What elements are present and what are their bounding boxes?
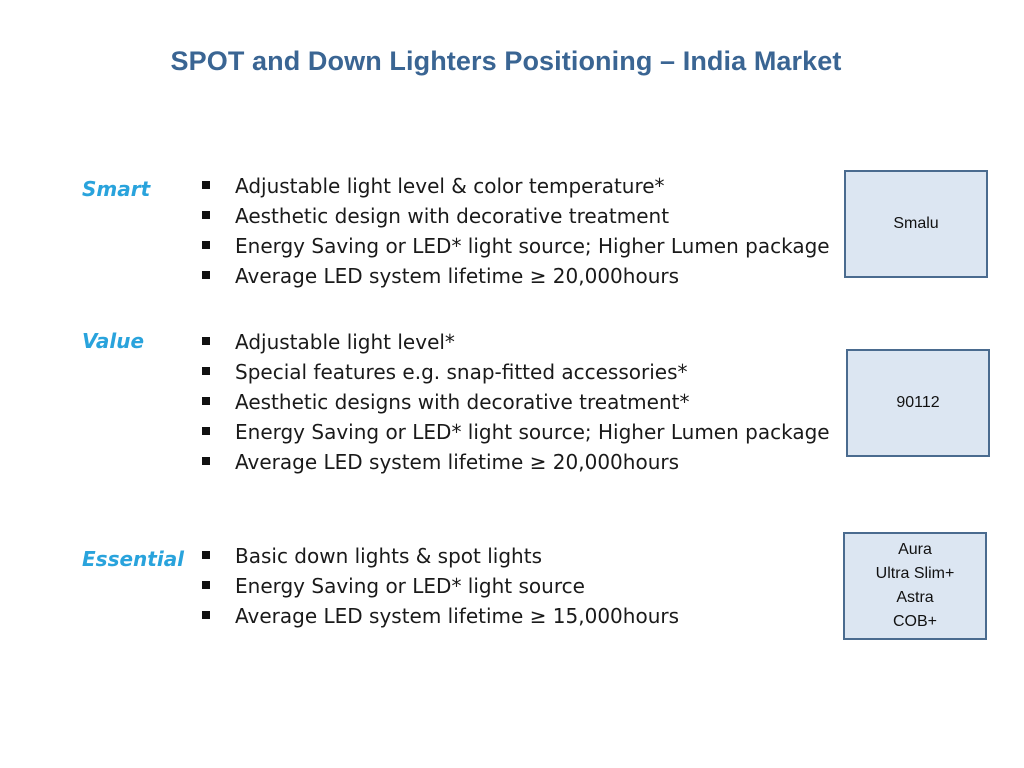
slide-title: SPOT and Down Lighters Positioning – Ind… — [170, 46, 842, 76]
tier-label-smart: Smart — [82, 177, 151, 201]
product-name: Astra — [896, 589, 934, 606]
product-name: Ultra Slim+ — [875, 565, 955, 582]
bullet-square-icon — [202, 271, 210, 279]
product-box-smart: Smalu — [844, 170, 988, 278]
list-item: Energy Saving or LED* light source; High… — [202, 417, 830, 447]
bullet-square-icon — [202, 611, 210, 619]
tier-label-essential: Essential — [82, 547, 185, 571]
list-item: Aesthetic designs with decorative treatm… — [202, 387, 830, 417]
product-name: Aura — [898, 541, 932, 558]
list-item: Adjustable light level & color temperatu… — [202, 171, 830, 201]
product-box-value: 90112 — [846, 349, 990, 457]
bullet-text: Aesthetic designs with decorative treatm… — [235, 390, 690, 414]
list-item: Aesthetic design with decorative treatme… — [202, 201, 830, 231]
list-item: Energy Saving or LED* light source — [202, 571, 679, 601]
bullet-text: Energy Saving or LED* light source — [235, 574, 585, 598]
bullet-square-icon — [202, 457, 210, 465]
bullet-square-icon — [202, 181, 210, 189]
bullet-text: Energy Saving or LED* light source; High… — [235, 234, 830, 258]
list-item: Adjustable light level* — [202, 327, 830, 357]
bullet-square-icon — [202, 367, 210, 375]
list-item: Energy Saving or LED* light source; High… — [202, 231, 830, 261]
bullet-square-icon — [202, 211, 210, 219]
list-item: Basic down lights & spot lights — [202, 541, 679, 571]
essential-feature-list: Basic down lights & spot lights Energy S… — [202, 541, 679, 631]
bullet-text: Energy Saving or LED* light source; High… — [235, 420, 830, 444]
value-feature-list: Adjustable light level* Special features… — [202, 327, 830, 477]
product-name: COB+ — [892, 613, 937, 630]
list-item: Average LED system lifetime ≥ 15,000hour… — [202, 601, 679, 631]
smart-feature-list: Adjustable light level & color temperatu… — [202, 171, 830, 291]
bullet-text: Average LED system lifetime ≥ 15,000hour… — [235, 604, 680, 628]
bullet-text: Average LED system lifetime ≥ 20,000hour… — [235, 264, 680, 288]
bullet-square-icon — [202, 241, 210, 249]
bullet-text: Basic down lights & spot lights — [235, 544, 542, 568]
product-box-essential: Aura Ultra Slim+ Astra COB+ — [843, 532, 987, 640]
tier-label-value: Value — [82, 329, 145, 353]
bullet-text: Adjustable light level & color temperatu… — [235, 174, 665, 198]
product-name: Smalu — [893, 215, 939, 232]
product-name: 90112 — [896, 394, 940, 411]
bullet-square-icon — [202, 551, 210, 559]
list-item: Average LED system lifetime ≥ 20,000hour… — [202, 261, 830, 291]
bullet-square-icon — [202, 397, 210, 405]
bullet-text: Aesthetic design with decorative treatme… — [235, 204, 670, 228]
list-item: Average LED system lifetime ≥ 20,000hour… — [202, 447, 830, 477]
bullet-text: Special features e.g. snap-fitted access… — [235, 360, 688, 384]
bullet-text: Adjustable light level* — [235, 330, 455, 354]
bullet-square-icon — [202, 427, 210, 435]
list-item: Special features e.g. snap-fitted access… — [202, 357, 830, 387]
bullet-square-icon — [202, 337, 210, 345]
bullet-text: Average LED system lifetime ≥ 20,000hour… — [235, 450, 680, 474]
bullet-square-icon — [202, 581, 210, 589]
